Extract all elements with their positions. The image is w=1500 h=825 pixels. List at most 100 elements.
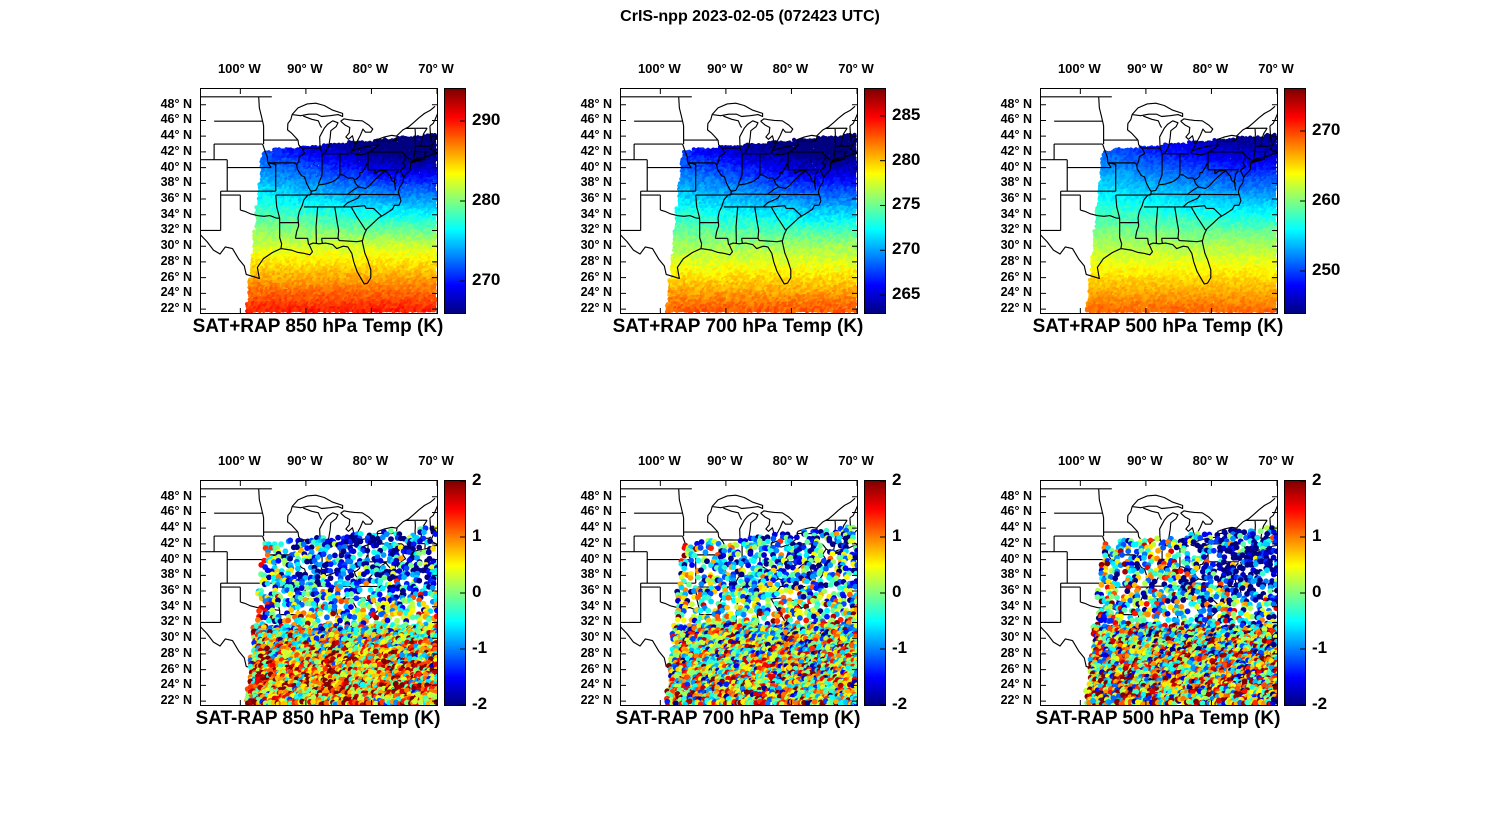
scatter-map-canvas <box>201 89 437 313</box>
x-tick-label: 90° W <box>707 61 743 76</box>
y-tick-label: 40° N <box>1000 159 1032 174</box>
panel-sat-minus-rap-850: 100° W 90° W 80° W 70° W 48° N 46° N 44° N 42°… <box>130 447 550 757</box>
y-tick-label: 30° N <box>1000 630 1032 645</box>
y-tick-label: 30° N <box>160 238 192 253</box>
x-tick-label: 80° W <box>772 61 809 76</box>
x-tick-label: 70° W <box>838 61 874 76</box>
y-tick-label: 24° N <box>1000 677 1032 692</box>
y-tick-label: 34° N <box>1000 598 1032 613</box>
y-tick-label: 40° N <box>160 159 192 174</box>
colorbar-tick-label: -2 <box>472 694 488 713</box>
panel-title: SAT-RAP 700 hPa Temp (K) <box>615 708 861 729</box>
y-tick-label: 32° N <box>1000 614 1032 629</box>
y-tick-label: 38° N <box>1000 567 1032 582</box>
y-tick-label: 22° N <box>160 693 192 708</box>
y-tick-label: 26° N <box>160 269 192 284</box>
y-tick-label: 44° N <box>160 128 192 143</box>
colorbar-gradient <box>445 481 465 705</box>
map-plot-area <box>1040 480 1278 706</box>
x-tick-label: 90° W <box>707 453 743 468</box>
colorbar-tick-label: 1 <box>1312 526 1322 545</box>
y-tick-label: 40° N <box>580 551 612 566</box>
colorbar-tick-label: -1 <box>892 638 908 657</box>
y-tick-label: 22° N <box>1000 693 1032 708</box>
y-tick-label: 46° N <box>1000 504 1032 519</box>
colorbar-tick-label: 2 <box>1312 470 1322 489</box>
colorbar-tick-label: 1 <box>472 526 482 545</box>
y-tick-label: 44° N <box>160 520 192 535</box>
y-tick-label: 26° N <box>1000 661 1032 676</box>
x-tick-label: 80° W <box>1192 61 1229 76</box>
y-tick-label: 36° N <box>160 191 192 206</box>
y-tick-label: 26° N <box>1000 269 1032 284</box>
y-tick-label: 22° N <box>580 693 612 708</box>
y-tick-label: 42° N <box>1000 143 1032 158</box>
colorbar-tick-label: 270 <box>892 239 921 259</box>
map-plot-area <box>200 88 438 314</box>
x-tick-label: 70° W <box>1258 453 1294 468</box>
y-tick-label: 28° N <box>1000 253 1032 268</box>
colorbar-tick-label: 0 <box>892 582 902 601</box>
y-tick-label: 32° N <box>160 222 192 237</box>
x-tick-label: 90° W <box>287 61 323 76</box>
y-tick-label: 30° N <box>160 630 192 645</box>
colorbar-tick-label: 2 <box>472 470 482 489</box>
panel-title: SAT+RAP 700 hPa Temp (K) <box>612 316 864 337</box>
panel-title: SAT-RAP 500 hPa Temp (K) <box>1035 708 1281 729</box>
y-tick-label: 34° N <box>160 598 192 613</box>
x-tick-label: 100° W <box>637 61 681 76</box>
y-tick-label: 28° N <box>160 253 192 268</box>
colorbar-gradient <box>1285 481 1305 705</box>
y-tick-label: 32° N <box>580 222 612 237</box>
y-tick-label: 32° N <box>580 614 612 629</box>
x-tick-label: 70° W <box>418 61 454 76</box>
colorbar-tick-label: -1 <box>1312 638 1328 657</box>
colorbar <box>444 88 466 314</box>
x-tick-label: 100° W <box>1057 61 1101 76</box>
x-tick-label: 100° W <box>637 453 681 468</box>
colorbar-tick-label: -2 <box>1312 694 1328 713</box>
x-tick-label: 90° W <box>1127 61 1163 76</box>
y-tick-label: 46° N <box>160 112 192 127</box>
x-tick-label: 90° W <box>1127 453 1163 468</box>
colorbar <box>1284 88 1306 314</box>
panel-sat-plus-rap-500: 100° W 90° W 80° W 70° W 48° N 46° N 44° N 42°… <box>970 55 1390 365</box>
y-tick-label: 36° N <box>1000 191 1032 206</box>
colorbar-tick-label: 285 <box>892 104 921 124</box>
y-tick-label: 28° N <box>580 645 612 660</box>
y-tick-label: 42° N <box>160 143 192 158</box>
panel-sat-minus-rap-700: 100° W 90° W 80° W 70° W 48° N 46° N 44° N 42°… <box>550 447 970 757</box>
colorbar <box>864 480 886 706</box>
colorbar-gradient <box>1285 89 1305 313</box>
y-tick-label: 48° N <box>160 96 192 111</box>
scatter-map-canvas <box>201 481 437 705</box>
x-tick-label: 70° W <box>418 453 454 468</box>
y-tick-label: 24° N <box>1000 285 1032 300</box>
scatter-map-canvas <box>1041 89 1277 313</box>
y-tick-label: 38° N <box>580 175 612 190</box>
y-tick-label: 30° N <box>1000 238 1032 253</box>
y-tick-label: 22° N <box>1000 301 1032 316</box>
colorbar-gradient <box>865 89 885 313</box>
y-tick-label: 40° N <box>160 551 192 566</box>
y-tick-label: 42° N <box>580 535 612 550</box>
colorbar-tick-label: 250 <box>1312 260 1341 279</box>
y-tick-label: 40° N <box>1000 551 1032 566</box>
colorbar-tick-label: 275 <box>892 194 921 214</box>
y-tick-label: 44° N <box>580 128 612 143</box>
colorbar-tick-label: 270 <box>1312 120 1341 139</box>
y-tick-label: 46° N <box>580 504 612 519</box>
y-tick-label: 48° N <box>1000 488 1032 503</box>
y-tick-label: 48° N <box>1000 96 1032 111</box>
x-tick-label: 100° W <box>217 61 261 76</box>
colorbar-gradient <box>865 481 885 705</box>
map-plot-area <box>620 88 858 314</box>
panel-title: SAT+RAP 850 hPa Temp (K) <box>192 316 444 337</box>
colorbar <box>1284 480 1306 706</box>
y-tick-label: 42° N <box>1000 535 1032 550</box>
y-tick-label: 48° N <box>580 96 612 111</box>
y-tick-label: 30° N <box>580 630 612 645</box>
y-tick-label: 34° N <box>1000 206 1032 221</box>
scatter-map-canvas <box>1041 481 1277 705</box>
y-tick-label: 26° N <box>580 661 612 676</box>
